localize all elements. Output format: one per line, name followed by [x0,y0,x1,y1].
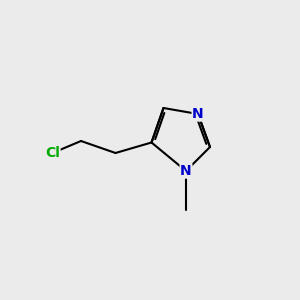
Text: Cl: Cl [45,146,60,160]
Text: N: N [192,107,204,121]
Text: N: N [180,164,192,178]
